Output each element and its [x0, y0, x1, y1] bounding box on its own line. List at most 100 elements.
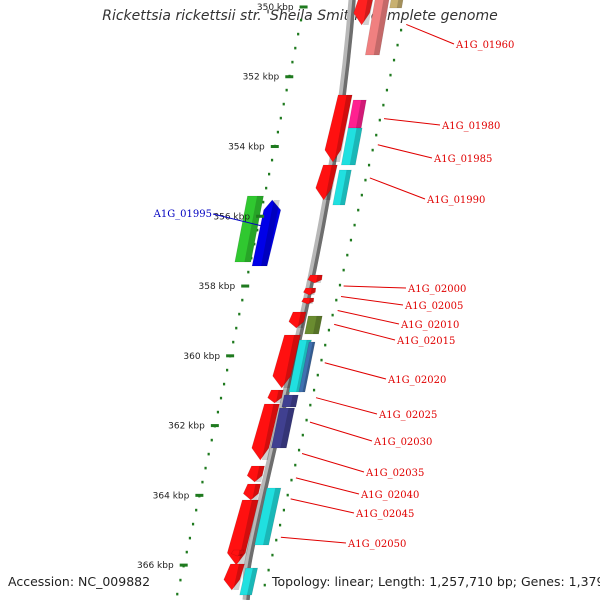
tick-label: 350 kbp	[257, 3, 294, 13]
gene-label-group: A1G_01995	[153, 209, 263, 227]
scale-dot	[253, 242, 256, 246]
scale-dot	[232, 340, 235, 344]
gene-label-group: A1G_02010	[337, 309, 459, 331]
scale-dot	[210, 438, 213, 442]
tick-mark	[210, 424, 219, 428]
track-dot	[320, 358, 323, 362]
gene-label: A1G_02015	[396, 336, 455, 347]
gene-feature-shade	[244, 196, 264, 262]
gene-feature-shade	[396, 0, 403, 8]
gene-label: A1G_02040	[360, 490, 419, 501]
tick-mark	[299, 5, 308, 9]
gene-label: A1G_01990	[426, 195, 485, 206]
gene-feature-shade	[315, 275, 323, 283]
gene-feature	[364, 0, 390, 56]
gene-label: A1G_01960	[455, 40, 514, 51]
gene-feature-shade	[261, 200, 280, 266]
scale-dot	[285, 88, 288, 92]
track-dot	[360, 193, 363, 197]
leader-line	[324, 362, 387, 380]
track-dot	[290, 478, 293, 482]
tick-mark	[285, 75, 294, 79]
leader-line	[334, 323, 396, 341]
gene-feature-shade	[255, 466, 265, 482]
track-dot	[353, 223, 356, 227]
gene-features	[223, 0, 404, 596]
gene-feature	[304, 315, 323, 335]
gene-label-group: A1G_02020	[324, 362, 446, 386]
track-dot	[278, 523, 282, 527]
gene-label-group: A1G_02025	[315, 397, 437, 421]
scale-dot	[291, 60, 294, 64]
tick-mark	[241, 284, 250, 288]
gene-label: A1G_02050	[347, 539, 406, 550]
scale-dot	[219, 396, 223, 400]
gene-feature-shade	[283, 335, 301, 388]
gene-feature-shade	[237, 500, 259, 565]
tick-label: 360 kbp	[183, 352, 220, 362]
tick-label: 366 kbp	[137, 561, 174, 571]
scale-dot	[282, 102, 285, 106]
gene-label: A1G_02020	[387, 375, 446, 386]
scale-dot	[276, 130, 280, 134]
gene-feature	[301, 297, 315, 305]
track-dot	[349, 238, 353, 242]
leader-line	[337, 309, 400, 325]
tick-mark	[226, 354, 235, 358]
gene-feature-shade	[313, 316, 323, 334]
scale-dot	[188, 536, 192, 540]
gene-feature	[340, 127, 363, 166]
gene-feature-shade	[261, 404, 280, 460]
tick-label: 364 kbp	[153, 491, 190, 501]
gene-feature	[254, 487, 282, 546]
gene-label: A1G_01995	[153, 209, 212, 220]
scale-dot	[256, 228, 259, 232]
track-dot	[263, 583, 266, 587]
gene-feature	[332, 169, 352, 206]
gene-feature	[230, 549, 244, 557]
gene-feature	[223, 563, 245, 591]
gene-label: A1G_02030	[373, 437, 432, 448]
scale-dot	[185, 550, 188, 554]
gene-feature-shade	[355, 100, 367, 128]
accession-text: Accession: NC_009882	[8, 574, 151, 589]
leader-line	[369, 177, 426, 200]
feature-track-dots	[263, 28, 403, 587]
gene-label: A1G_01980	[441, 121, 500, 132]
gene-feature-shade	[308, 298, 314, 304]
scale-dot	[207, 452, 210, 456]
track-dot	[286, 493, 289, 497]
track-dot	[282, 508, 285, 512]
gene-label-group: A1G_02015	[334, 323, 455, 347]
scale-dot	[297, 32, 300, 36]
scale-dot	[201, 480, 204, 484]
tick-mark	[256, 214, 265, 218]
tick-label: 362 kbp	[168, 422, 205, 432]
gene-labels: A1G_01960 A1G_01980 A1G_01985 A1G_01990 A1G_…	[153, 23, 514, 550]
gene-label: A1G_02025	[378, 410, 437, 421]
scale-dot	[222, 382, 226, 386]
track-dot	[327, 328, 331, 332]
gene-feature	[298, 341, 316, 393]
gene-feature	[234, 195, 264, 263]
gene-label-group: A1G_02000	[343, 284, 466, 295]
leader-line	[309, 421, 373, 442]
tick-label: 358 kbp	[199, 282, 236, 292]
track-dot	[271, 553, 274, 557]
gene-feature-shade	[373, 0, 389, 55]
gene-label-group: A1G_02035	[301, 453, 424, 479]
track-dot	[396, 43, 399, 47]
scale-dot	[265, 186, 268, 190]
scale-dot	[176, 592, 179, 596]
gene-label: A1G_02000	[407, 284, 466, 295]
tick-mark	[195, 493, 204, 497]
gene-feature-shade	[246, 568, 258, 595]
gene-feature-shade	[297, 312, 307, 328]
gene-feature-shade	[233, 564, 245, 590]
gene-feature	[307, 274, 323, 284]
leader-line	[343, 285, 407, 289]
track-dot	[385, 88, 389, 92]
gene-feature	[246, 465, 265, 483]
track-dot	[275, 538, 278, 542]
